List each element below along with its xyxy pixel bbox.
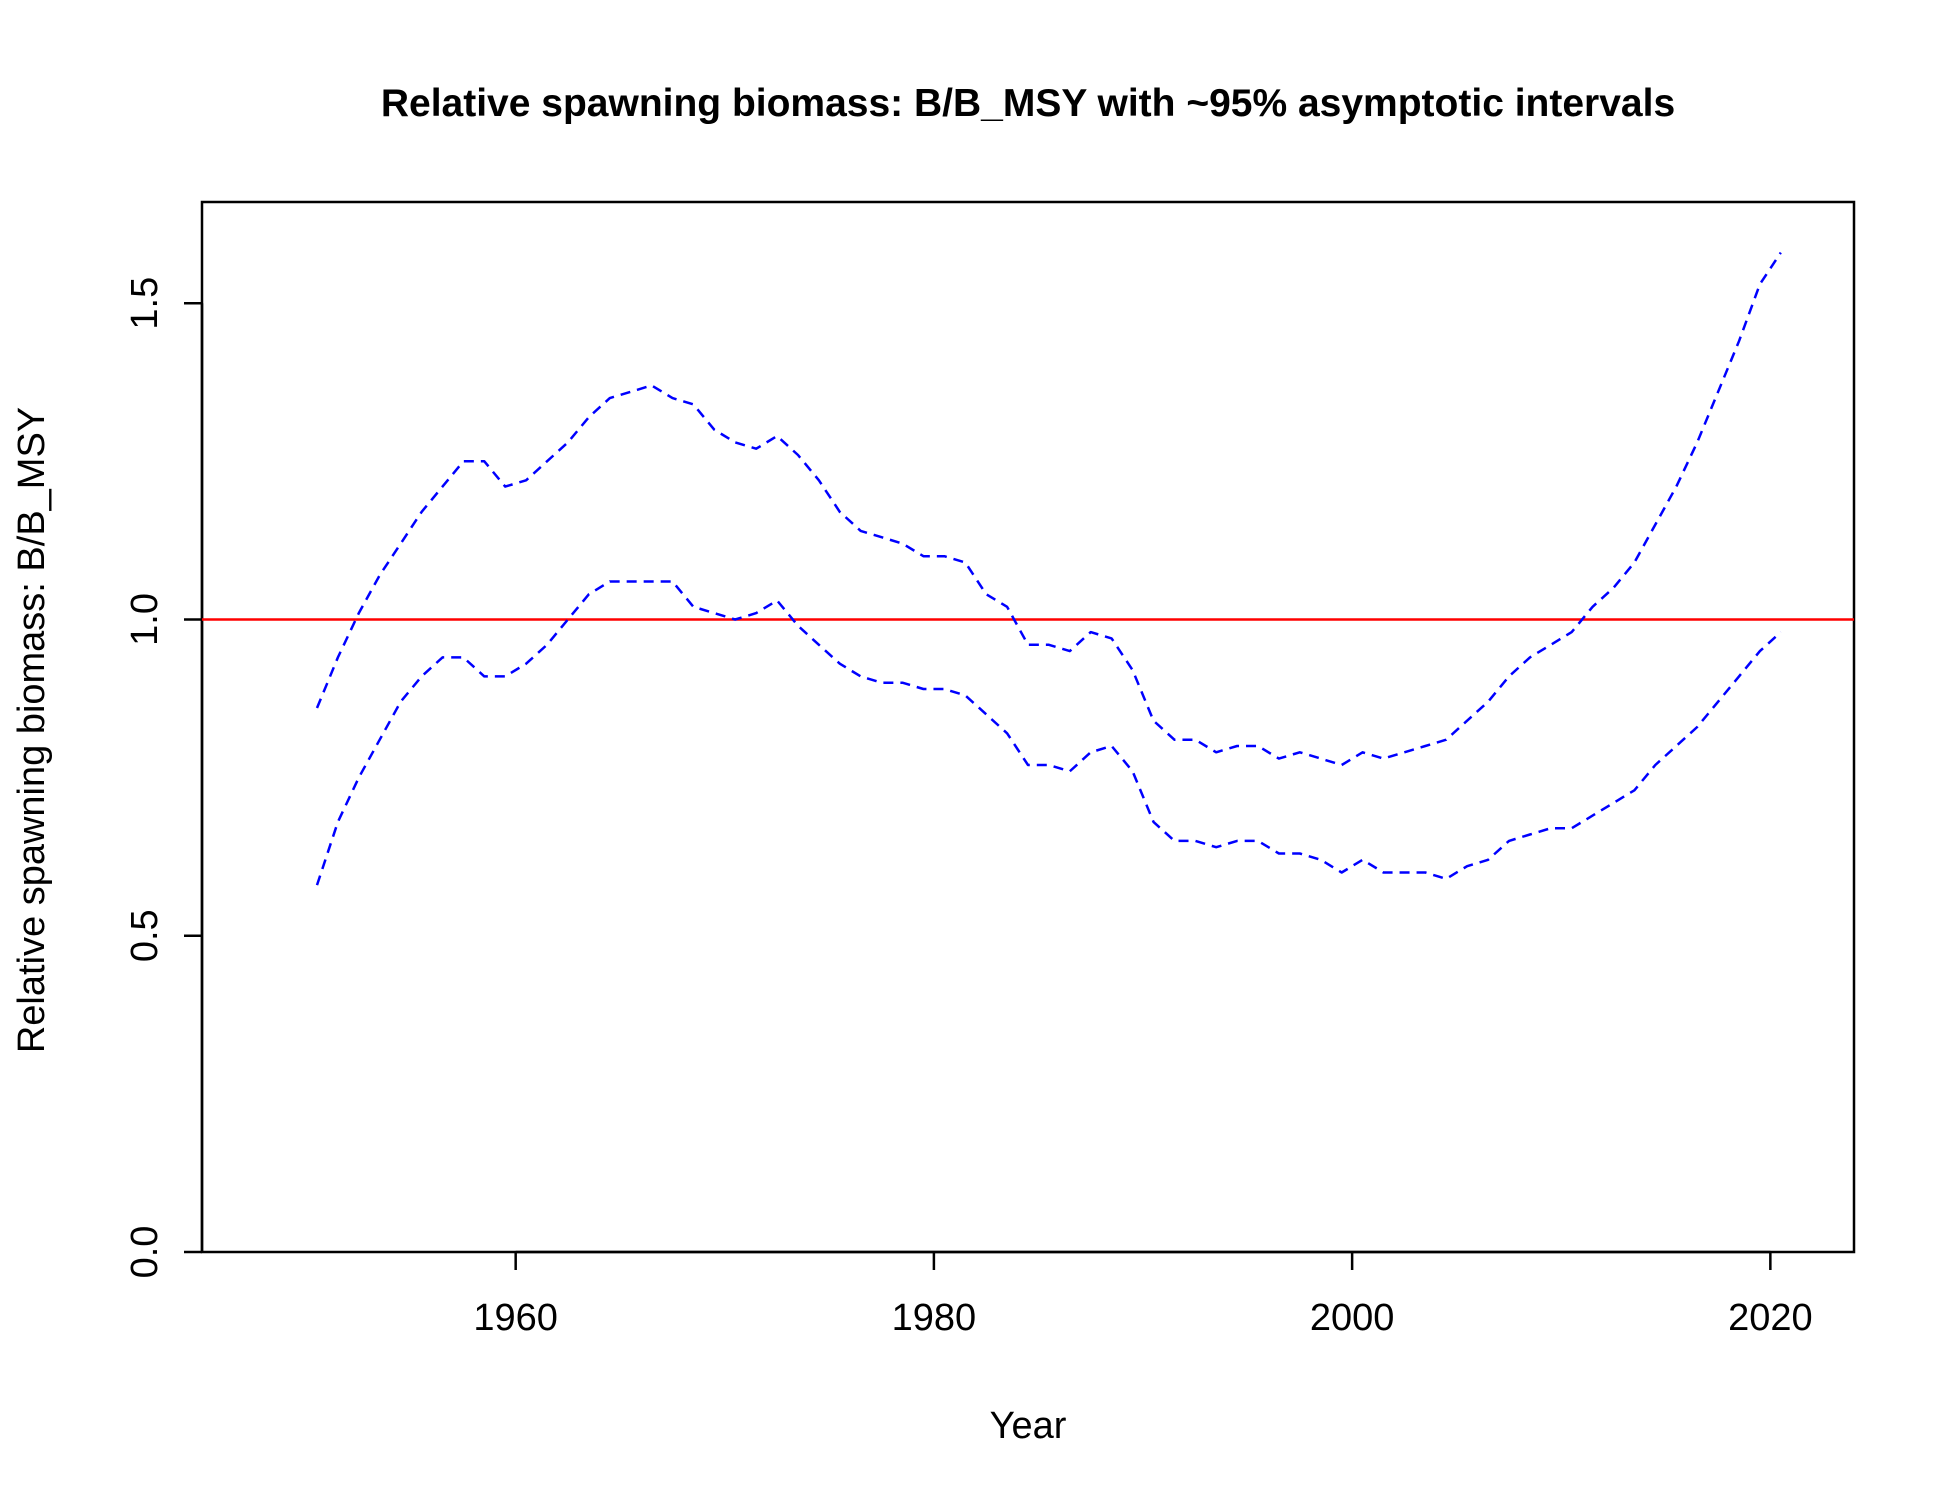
y-axis: 0.0 0.5 1.0 1.5 <box>124 277 204 1279</box>
plot-area-frame <box>200 200 1856 1254</box>
chart-title: Relative spawning biomass: B/B_MSY with … <box>381 82 1675 125</box>
x-axis-label: Year <box>990 1405 1067 1447</box>
series-line-upper-interval <box>315 251 1782 767</box>
y-tick-label: 1.0 <box>124 593 166 646</box>
x-tick-label: 2000 <box>1310 1297 1395 1339</box>
x-tick-label: 1960 <box>473 1297 558 1339</box>
x-tick-label: 1980 <box>892 1297 977 1339</box>
series-layer <box>315 251 1782 886</box>
y-axis-label: Relative spawning biomass: B/B_MSY <box>11 407 53 1053</box>
y-tick-label: 1.5 <box>124 277 166 330</box>
y-tick-label: 0.5 <box>124 909 166 962</box>
x-tick-label: 2020 <box>1728 1297 1813 1339</box>
x-axis: 1960 1980 2000 2020 <box>473 1250 1813 1339</box>
y-tick-label: 0.0 <box>124 1226 166 1279</box>
series-line-lower-interval <box>315 580 1782 886</box>
